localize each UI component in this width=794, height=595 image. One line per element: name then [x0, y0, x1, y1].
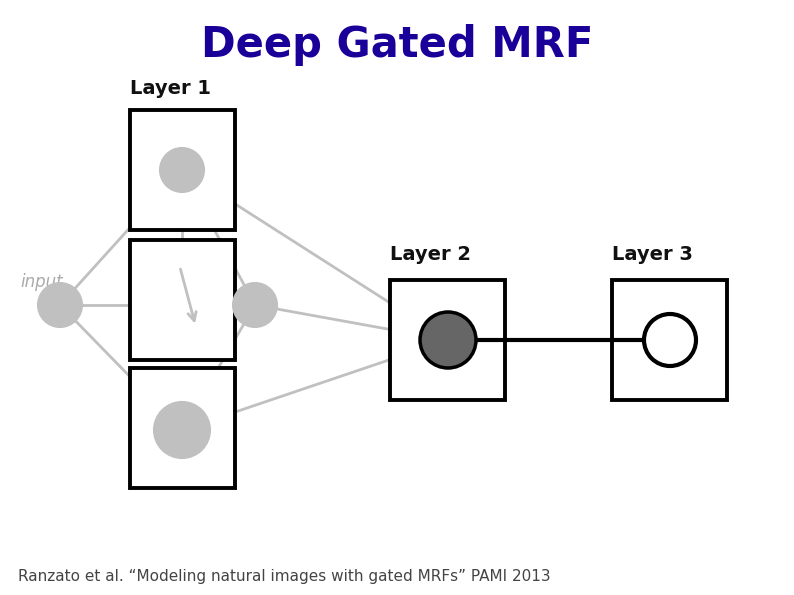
- Text: input: input: [20, 273, 63, 291]
- Text: Deep Gated MRF: Deep Gated MRF: [201, 24, 593, 66]
- Circle shape: [233, 283, 277, 327]
- Bar: [390, 280, 505, 400]
- Circle shape: [38, 283, 82, 327]
- Bar: [130, 240, 235, 360]
- Circle shape: [420, 312, 476, 368]
- Text: Layer 3: Layer 3: [612, 246, 693, 265]
- Circle shape: [160, 148, 204, 192]
- Circle shape: [154, 402, 210, 458]
- Bar: [130, 110, 235, 230]
- Text: Ranzato et al. “Modeling natural images with gated MRFs” PAMI 2013: Ranzato et al. “Modeling natural images …: [18, 569, 550, 584]
- Text: Layer 1: Layer 1: [130, 79, 211, 98]
- Text: Layer 2: Layer 2: [390, 246, 471, 265]
- Bar: [612, 280, 727, 400]
- Bar: [130, 368, 235, 488]
- Circle shape: [644, 314, 696, 366]
